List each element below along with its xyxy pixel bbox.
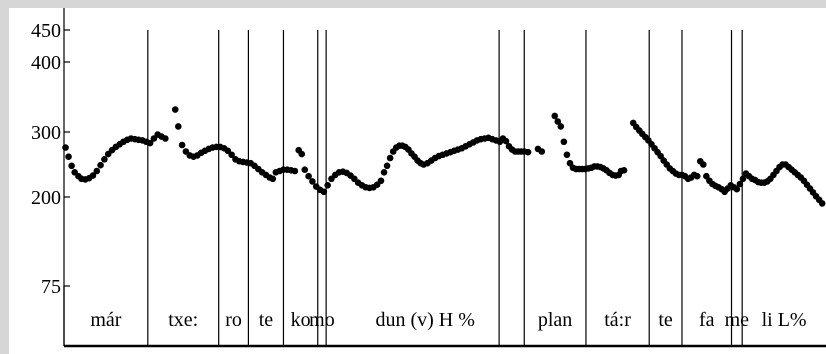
pitch-point (68, 162, 75, 170)
pitch-point (739, 175, 747, 183)
segment-label: me (725, 309, 750, 331)
pitch-point (178, 141, 186, 149)
pitch-point (733, 185, 741, 193)
pitch-point (101, 156, 108, 163)
segment-label: dun (v) H % (375, 309, 474, 331)
pitch-point (693, 172, 701, 180)
y-tick-label: 450 (31, 20, 61, 42)
pitch-point (269, 175, 277, 183)
pitch-point (309, 178, 316, 185)
pitch-track-panel: 450 400 300 200 75 már txe: ro te ko mo dun (v) H … (9, 8, 826, 354)
pitch-point (89, 172, 97, 179)
pitch-point (62, 144, 69, 151)
pitch-point (736, 180, 744, 188)
pitch-point (386, 154, 394, 162)
pitch-point (175, 123, 182, 130)
pitch-point (291, 167, 299, 175)
y-axis-ticks: 450 400 300 200 75 (31, 8, 70, 298)
segment-label: mo (309, 309, 335, 331)
pitch-point (524, 148, 532, 156)
y-tick-label: 75 (41, 276, 61, 298)
segment-label: már (90, 309, 121, 331)
pitch-point (538, 148, 546, 155)
pitch-point (65, 153, 72, 160)
segment-label: tá:r (604, 309, 631, 331)
y-tick-label: 300 (31, 122, 61, 144)
segment-label: te (658, 309, 673, 331)
pitch-point (171, 106, 179, 113)
segment-label: ko (291, 309, 311, 331)
segment-label: li L% (762, 309, 807, 331)
pitch-point (551, 112, 559, 120)
pitch-point (228, 151, 235, 159)
y-tick-label: 400 (31, 52, 61, 74)
pitch-point (380, 169, 388, 176)
pitch-point (324, 182, 331, 189)
pitch-point (557, 123, 565, 130)
pitch-point (162, 135, 169, 142)
pitch-point (818, 200, 826, 207)
pitch-point (700, 161, 707, 168)
pitch-point (97, 161, 104, 169)
y-tick-label: 200 (31, 187, 61, 209)
segment-label: ro (225, 309, 242, 331)
pitch-points (62, 106, 826, 207)
segment-label: fa (699, 309, 715, 331)
pitch-point (305, 172, 312, 180)
pitch-point (563, 151, 571, 159)
segment-label: te (259, 309, 274, 331)
pitch-point (554, 118, 562, 125)
pitch-point (301, 166, 309, 173)
segment-label: plan (538, 309, 572, 331)
pitch-point (502, 137, 510, 145)
pitch-point (560, 138, 568, 146)
pitch-point (377, 177, 385, 185)
pitch-point (146, 139, 154, 147)
pitch-point (620, 167, 628, 174)
pitch-point (298, 150, 306, 158)
pitch-point (383, 162, 391, 170)
pitch-point (320, 188, 328, 196)
pitch-point (93, 167, 101, 175)
segment-label: txe: (168, 309, 198, 331)
